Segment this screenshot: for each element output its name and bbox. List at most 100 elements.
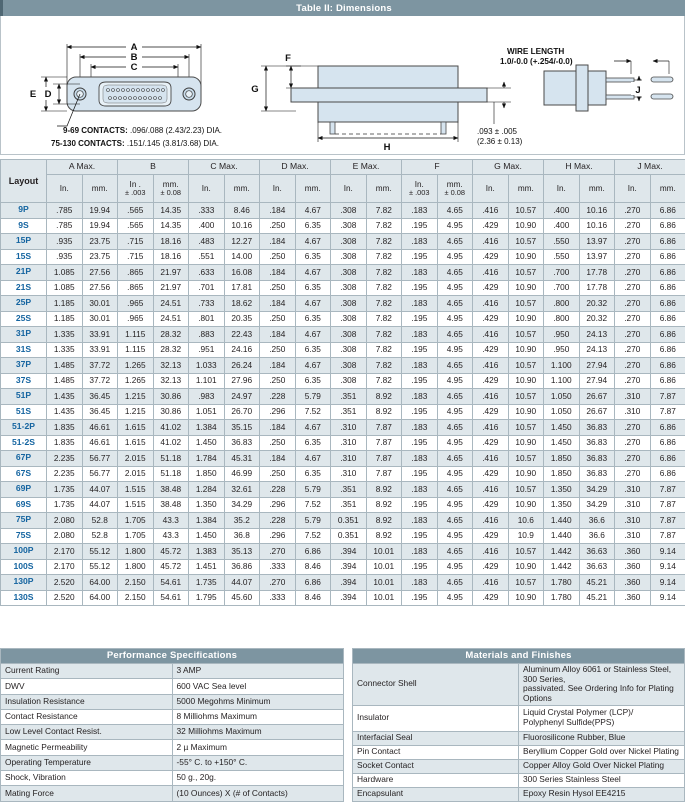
dim-cell: 8.46 — [223, 202, 261, 219]
dim-cell: .310 — [330, 419, 367, 436]
dim-cell: 2.235 — [46, 450, 83, 467]
dim-cell: 10.57 — [507, 202, 545, 219]
dim-cell: 6.35 — [294, 279, 332, 296]
dim-cell: 1.442 — [543, 558, 580, 575]
dim-cell: .551 — [188, 248, 225, 265]
dim-cell: .195 — [401, 341, 438, 358]
dim-cell: 36.83 — [223, 434, 261, 451]
layout-cell: 9S — [0, 217, 47, 234]
dim-cell: 2.015 — [117, 450, 154, 467]
dim-cell: 4.65 — [436, 326, 474, 343]
spec-label: Current Rating — [0, 662, 173, 680]
dim-cell: 6.86 — [649, 341, 685, 358]
layout-cell: 21P — [0, 264, 47, 281]
page-title: Table II: Dimensions — [296, 2, 392, 14]
dim-cell: .228 — [259, 481, 296, 498]
dim-cell: 2.235 — [46, 465, 83, 482]
col-unit-0: In. — [46, 174, 83, 203]
svg-text:1.0/-0.0 (+.254/-0.0): 1.0/-0.0 (+.254/-0.0) — [500, 57, 573, 66]
layout-cell: 130S — [0, 589, 47, 606]
dim-cell: 37.72 — [81, 372, 118, 389]
layout-cell: 31S — [0, 341, 47, 358]
dim-cell: 1.100 — [543, 372, 580, 389]
layout-cell: 51-2S — [0, 434, 47, 451]
group-header-row: Layout A Max. B C Max. D Max. E Max. F G… — [0, 159, 685, 203]
dim-cell: .270 — [614, 465, 651, 482]
dim-cell: .429 — [472, 434, 509, 451]
dim-cell: 4.67 — [294, 450, 332, 467]
dim-cell: 27.56 — [81, 279, 118, 296]
dim-cell: 1.384 — [188, 419, 225, 436]
dim-cell: 23.75 — [81, 248, 118, 265]
spec-label: Contact Resistance — [0, 708, 173, 726]
col-unit-7: mm. — [294, 174, 332, 203]
dim-cell: .416 — [472, 388, 509, 405]
dim-cell: 2.150 — [117, 574, 154, 591]
layout-cell: 75S — [0, 527, 47, 544]
svg-text:.093 ± .005: .093 ± .005 — [477, 127, 518, 136]
dim-cell: 36.63 — [578, 558, 616, 575]
dim-cell: 20.32 — [578, 310, 616, 327]
dim-cell: .183 — [401, 295, 438, 312]
dim-cell: .429 — [472, 310, 509, 327]
dim-cell: 30.86 — [152, 403, 190, 420]
dim-cell: 27.94 — [578, 357, 616, 374]
dim-cell: 2.170 — [46, 558, 83, 575]
side-view-drawing: G F — [247, 50, 511, 153]
material-label: Interfacial Seal — [352, 730, 519, 746]
dim-cell: .308 — [330, 279, 367, 296]
dim-cell: 4.95 — [436, 434, 474, 451]
col-group-d: D Max. — [259, 159, 332, 175]
dim-cell: 21.97 — [152, 264, 190, 281]
dim-cell: 1.450 — [188, 434, 225, 451]
dim-cell: 7.87 — [649, 512, 685, 529]
dim-cell: .429 — [472, 279, 509, 296]
layout-cell: 69S — [0, 496, 47, 513]
dim-cell: .184 — [259, 233, 296, 250]
dim-cell: .865 — [117, 279, 154, 296]
dim-cell: 6.35 — [294, 465, 332, 482]
col-unit-16: In. — [614, 174, 651, 203]
col-unit-11: mm. ± 0.08 — [436, 174, 474, 203]
layout-cell: 51P — [0, 388, 47, 405]
dim-cell: 1.800 — [117, 558, 154, 575]
dim-cell: 10.90 — [507, 341, 545, 358]
table-row: 51-2S 1.835 46.61 1.615 41.02 1.450 36.83.250 6… — [0, 434, 685, 451]
dim-cell: 6.35 — [294, 310, 332, 327]
dim-cell: .184 — [259, 202, 296, 219]
dim-cell: .308 — [330, 264, 367, 281]
dim-cell: 46.61 — [81, 419, 118, 436]
dim-cell: 55.12 — [81, 558, 118, 575]
dim-cell: 10.57 — [507, 419, 545, 436]
dim-cell: 7.82 — [365, 357, 403, 374]
dim-cell: .394 — [330, 589, 367, 606]
layout-cell: 130P — [0, 574, 47, 591]
dim-cell: 1.101 — [188, 372, 225, 389]
dim-cell: .416 — [472, 450, 509, 467]
dim-cell: .360 — [614, 558, 651, 575]
dim-cell: 51.18 — [152, 465, 190, 482]
dim-cell: 17.78 — [578, 279, 616, 296]
dim-cell: .310 — [330, 450, 367, 467]
dim-cell: .183 — [401, 512, 438, 529]
dim-cell: .296 — [259, 527, 296, 544]
dim-cell: 1.435 — [46, 403, 83, 420]
dim-cell: 55.12 — [81, 543, 118, 560]
dim-cell: 6.86 — [649, 202, 685, 219]
dim-cell: .416 — [472, 512, 509, 529]
dim-cell: 45.21 — [578, 589, 616, 606]
col-group-g: G Max. — [472, 159, 545, 175]
dim-cell: .270 — [259, 543, 296, 560]
dim-cell: .308 — [330, 295, 367, 312]
dim-cell: .184 — [259, 264, 296, 281]
dim-cell: .183 — [401, 202, 438, 219]
dim-cell: 17.81 — [223, 279, 261, 296]
dim-cell: 54.61 — [152, 574, 190, 591]
dim-cell: .195 — [401, 403, 438, 420]
dim-cell: .184 — [259, 419, 296, 436]
col-unit-17: mm. — [649, 174, 685, 203]
table-row: 31S 1.335 33.91 1.115 28.32.951 24.16.250 6.35… — [0, 341, 685, 358]
dim-cell: .308 — [330, 326, 367, 343]
dim-cell: .715 — [117, 233, 154, 250]
list-item: Low Level Contact Resist. 32 Milliohms Ma… — [0, 724, 344, 741]
